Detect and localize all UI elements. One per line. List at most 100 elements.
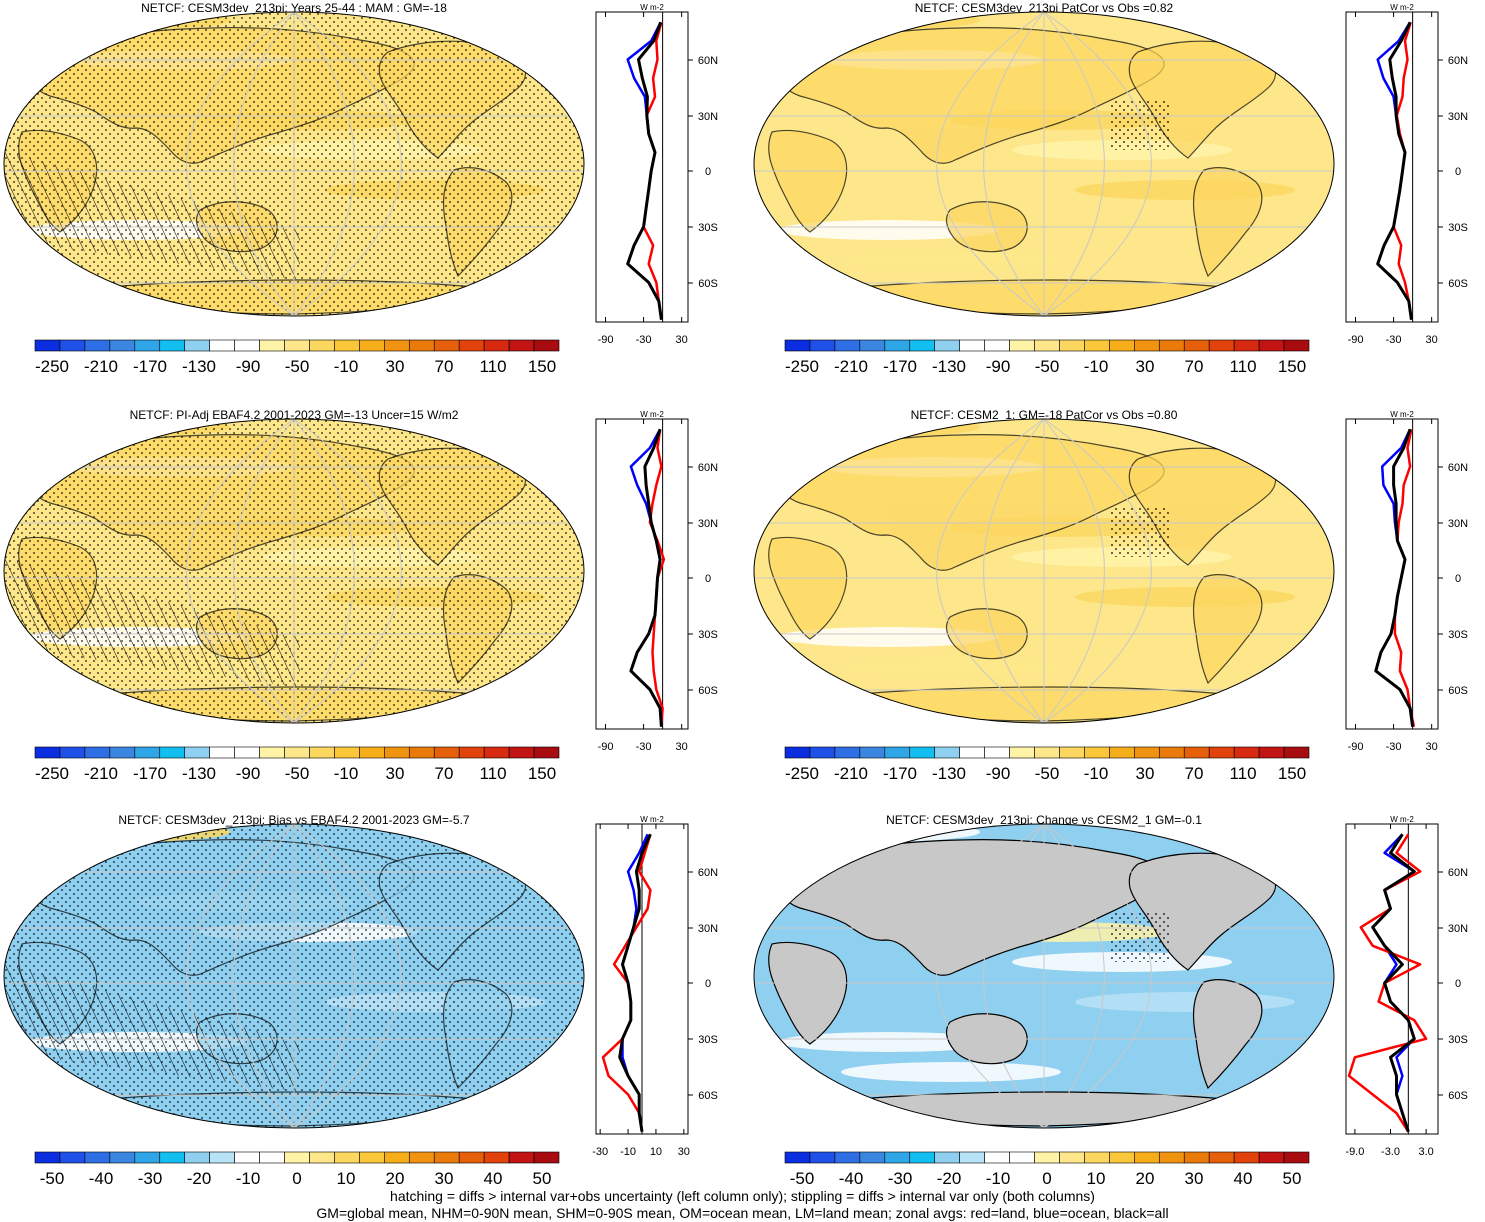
- x-tick-label: -90: [598, 334, 614, 346]
- hatch-region: [4, 557, 300, 687]
- zonal-frame: [595, 11, 689, 323]
- colorbar-swatch: [1009, 746, 1035, 759]
- lat-tick-label: 60S: [698, 685, 718, 697]
- continent: [768, 536, 848, 640]
- colorbar-swatch: [209, 339, 235, 352]
- graticule-lon: [1043, 419, 1105, 723]
- colorbar-swatch: [408, 746, 435, 759]
- colorbar-label: 30: [1136, 357, 1155, 376]
- colorbar-label: 30: [386, 764, 405, 783]
- colorbar-swatch: [809, 746, 836, 759]
- colorbar-swatch: [859, 1151, 886, 1164]
- colorbar-label: -50: [790, 1169, 815, 1188]
- zonal-line-all: [618, 833, 652, 1132]
- colorbar-label: 10: [337, 1169, 356, 1188]
- continent: [1193, 979, 1263, 1090]
- colorbar-swatch: [1034, 746, 1060, 759]
- map-border: [3, 418, 585, 724]
- colorbar-swatch: [234, 746, 260, 759]
- x-tick-label: -30: [1386, 334, 1402, 346]
- colorbar-swatch: [134, 339, 161, 352]
- graticule-lon: [1043, 824, 1105, 1128]
- colorbar-swatch: [533, 339, 560, 352]
- colorbar-swatch: [1059, 746, 1085, 759]
- colorbar-label: -20: [937, 1169, 962, 1188]
- colorbar-label: 50: [1283, 1169, 1302, 1188]
- colorbar-swatch: [784, 1151, 811, 1164]
- map: [754, 12, 1334, 316]
- colorbar-label: 150: [528, 357, 556, 376]
- graticule-lon: [293, 12, 355, 316]
- graticule-lon: [1043, 824, 1152, 1128]
- colorbar-swatch: [959, 1151, 985, 1164]
- colorbar-swatch: [909, 746, 936, 759]
- colorbar-swatch: [184, 746, 210, 759]
- map-border: [3, 11, 585, 317]
- colorbar-swatch: [159, 1151, 186, 1164]
- colorbar-swatch: [934, 1151, 960, 1164]
- colorbar-label: 50: [533, 1169, 552, 1188]
- zonal-panel: W m-2 60N 30N 0 30S 60S -90 -30 30: [595, 3, 718, 346]
- panel-title: NETCF: CESM3dev_213pi: Change vs CESM2_1…: [886, 813, 1202, 827]
- map-border: [753, 418, 1335, 724]
- panel: NETCF: PI-Adj EBAF4.2 2001-2023 GM=-13 U…: [3, 408, 718, 783]
- colorbar-swatch: [359, 339, 385, 352]
- graticule-lon: [983, 419, 1045, 723]
- colorbar-swatch: [284, 1151, 310, 1164]
- lat-tick-label: 60N: [698, 55, 718, 67]
- colorbar-swatch: [234, 1151, 260, 1164]
- colorbar-label: -170: [133, 764, 167, 783]
- colorbar-swatch: [334, 746, 360, 759]
- colorbar-swatch: [1233, 1151, 1260, 1164]
- colorbar-label: -10: [236, 1169, 261, 1188]
- colorbar-swatch: [984, 746, 1010, 759]
- colorbar-label: -210: [834, 764, 868, 783]
- colorbar-label: -30: [888, 1169, 913, 1188]
- x-tick-label: -3.0: [1381, 1146, 1400, 1158]
- lat-tick-label: 60N: [698, 462, 718, 474]
- zonal-frame: [1345, 418, 1439, 730]
- colorbar-swatch: [284, 339, 310, 352]
- zonal-line-all: [1371, 833, 1416, 1133]
- colorbar-label: -10: [334, 764, 359, 783]
- panel: NETCF: CESM3dev_213pi: Bias vs EBAF4.2 2…: [3, 813, 718, 1188]
- continent: [467, 26, 521, 49]
- graticule-lon: [293, 824, 402, 1128]
- colorbar-swatch: [34, 746, 61, 759]
- colorbar-label: -30: [138, 1169, 163, 1188]
- x-tick-label: 30: [1426, 741, 1438, 753]
- stipple-overlay: [4, 824, 584, 1128]
- colorbar-swatch: [959, 746, 985, 759]
- colorbar-swatch: [284, 746, 310, 759]
- continent: [467, 838, 521, 861]
- colorbar-swatch: [1258, 339, 1285, 352]
- colorbar-swatch: [359, 1151, 385, 1164]
- colorbar-swatch: [134, 746, 161, 759]
- colorbar-label: 70: [435, 764, 454, 783]
- colorbar-swatch: [84, 746, 111, 759]
- continent: [779, 27, 1165, 164]
- colorbar-label: -90: [986, 764, 1011, 783]
- colorbar-swatch: [334, 1151, 360, 1164]
- colorbar-swatch: [384, 339, 410, 352]
- colorbar-label: 70: [1185, 357, 1204, 376]
- colorbar-swatch: [1084, 339, 1110, 352]
- caption-line-2: GM=global mean, NHM=0-90N mean, SHM=0-90…: [316, 1205, 1169, 1221]
- continent: [1217, 838, 1271, 861]
- lat-tick-label: 0: [1455, 166, 1461, 178]
- colorbar-label: -170: [883, 764, 917, 783]
- lat-tick-label: 60N: [1448, 55, 1468, 67]
- colorbar-label: 110: [479, 764, 506, 783]
- colorbar-swatch: [234, 339, 260, 352]
- colorbar-label: -250: [35, 764, 69, 783]
- colorbar-swatch: [834, 746, 861, 759]
- graticule-lon: [1043, 12, 1105, 316]
- colorbar-swatch: [909, 1151, 936, 1164]
- map-border: [753, 11, 1335, 317]
- colorbar-label: -90: [236, 764, 261, 783]
- lat-tick-label: 0: [705, 978, 711, 990]
- graticule-lon: [936, 12, 1045, 316]
- colorbar-swatch: [159, 339, 186, 352]
- lat-tick-label: 60N: [698, 867, 718, 879]
- colorbar-swatch: [1084, 746, 1110, 759]
